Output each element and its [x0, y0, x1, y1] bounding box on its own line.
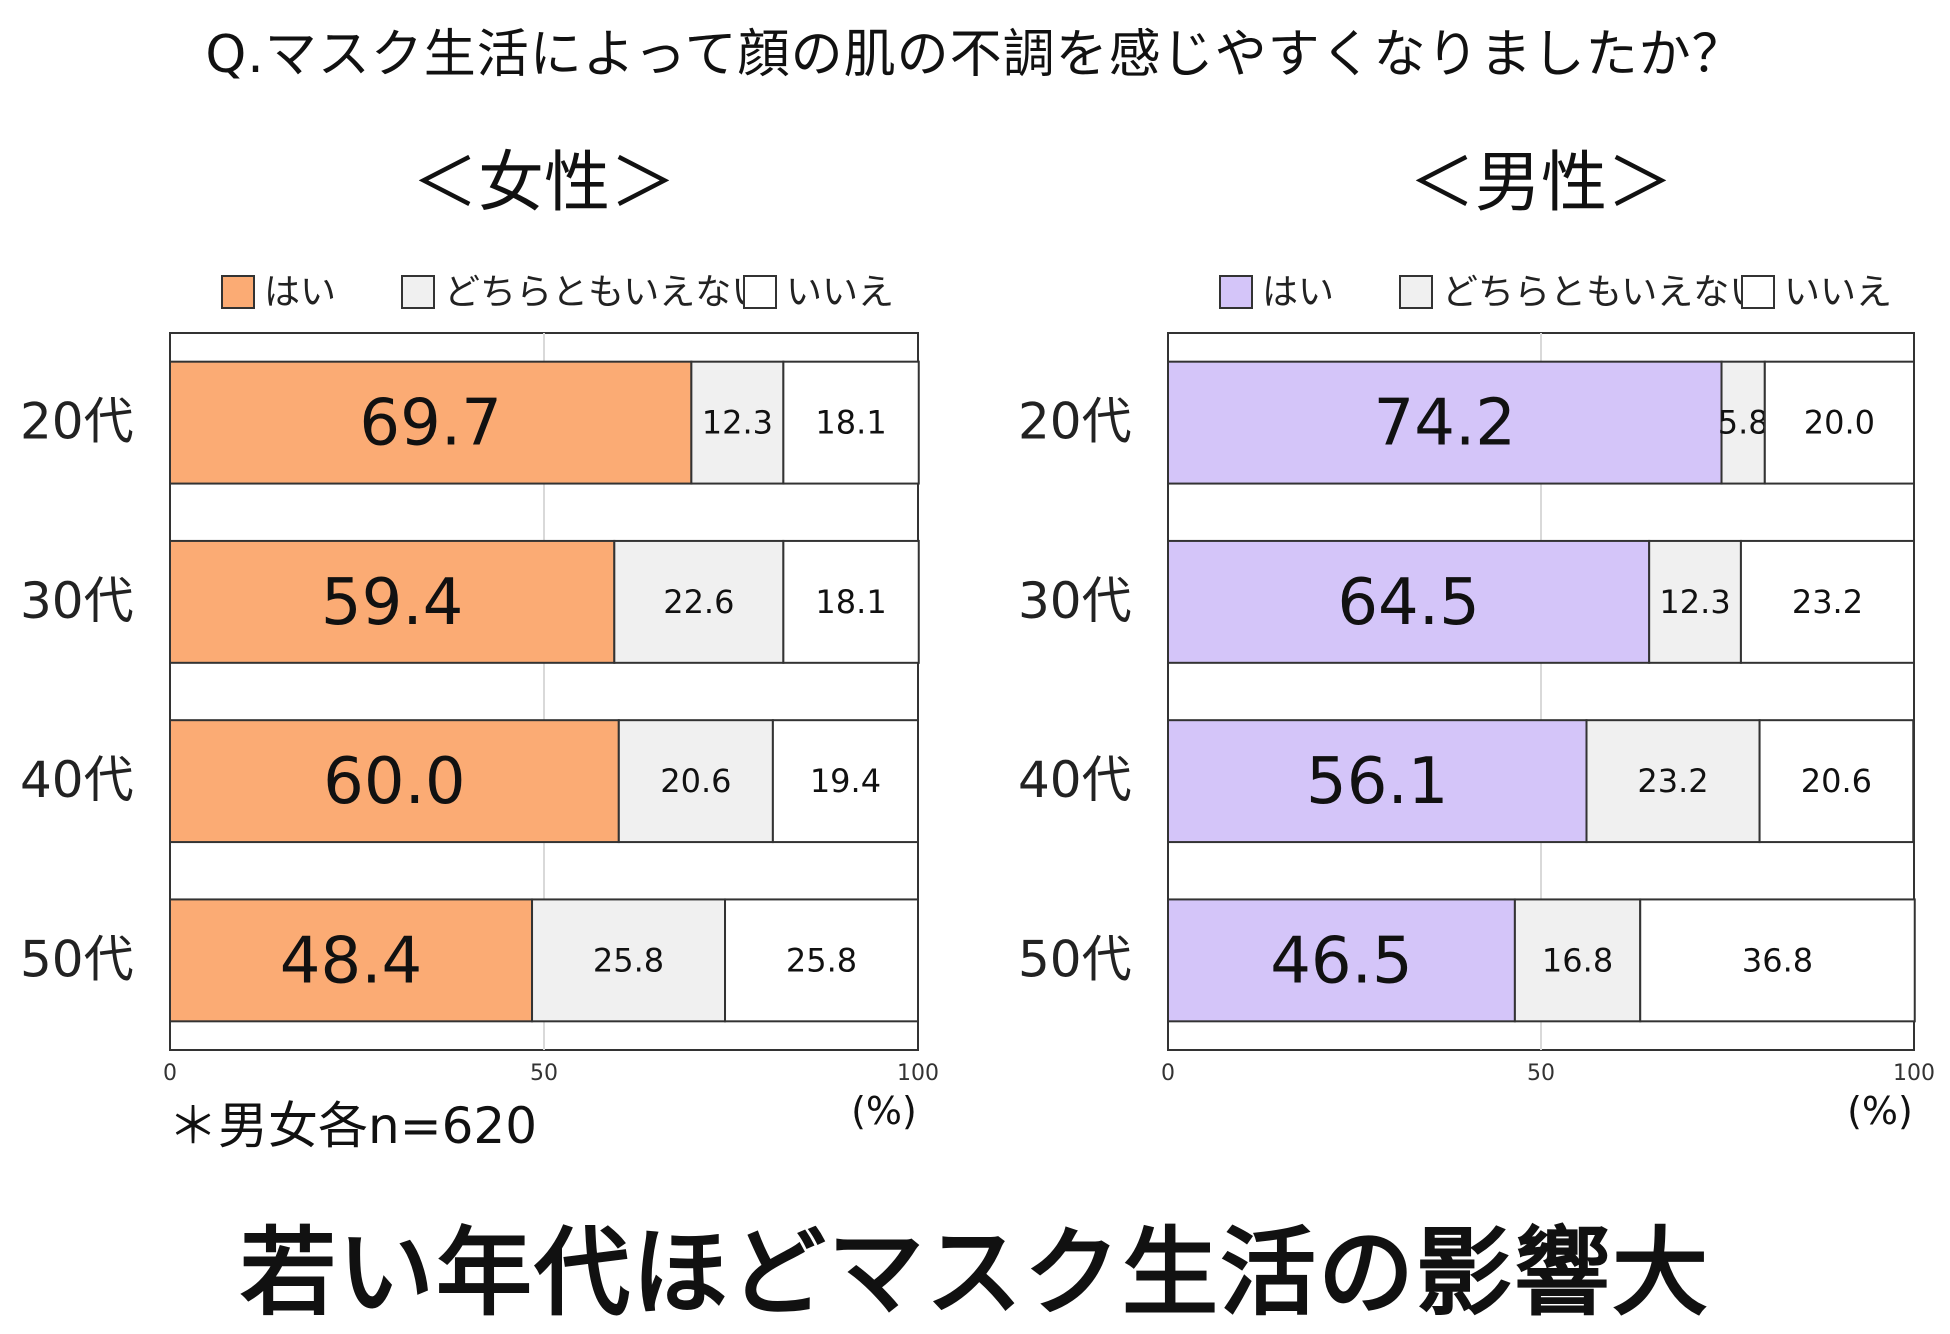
sample-size-note: ＊男女各n=620: [168, 1097, 538, 1155]
female-legend-label-3: いいえ: [786, 272, 894, 313]
male-unit-label: (%): [1847, 1089, 1913, 1133]
male-x-tick-50: 50: [1527, 1061, 1555, 1086]
female-x-tick-50: 50: [530, 1061, 558, 1086]
female-bar-3-seg-1: [169, 719, 620, 844]
male-x-tick-100: 100: [1893, 1061, 1935, 1086]
female-value-label-4-2: 25.8: [593, 941, 664, 979]
male-value-label-2-1: 64.5: [1337, 566, 1480, 640]
male-bar-2-seg-2: [1648, 539, 1742, 664]
male-chart: ＜男性＞ はい どちらともいえない いいえ 0 50 100 74.2 5.8 20.0 20代 64…: [1018, 144, 1935, 1133]
female-value-label-1-1: 69.7: [359, 387, 502, 461]
female-category-label-4: 50代: [20, 930, 134, 988]
female-bar-3-seg-2: [617, 719, 774, 844]
male-legend-label-1: はい: [1262, 272, 1334, 313]
female-chart: ＜女性＞ はい どちらともいえない いいえ 0 50 100 69.7 12.3 18.1 20代 5…: [20, 144, 939, 1133]
female-value-label-2-1: 59.4: [321, 566, 464, 640]
female-category-label-3: 40代: [20, 751, 134, 809]
male-bar-4-seg-3: [1639, 898, 1916, 1023]
male-bar-1-seg-1: [1167, 360, 1723, 485]
male-category-label-4: 50代: [1018, 930, 1132, 988]
female-bar-2-seg-3: [782, 539, 920, 664]
male-value-label-1-2: 5.8: [1718, 404, 1769, 442]
male-value-label-4-2: 16.8: [1542, 941, 1613, 979]
male-bar-1-seg-2: [1720, 360, 1766, 485]
female-bar-3-seg-3: [771, 719, 919, 844]
male-value-label-2-3: 23.2: [1792, 583, 1863, 621]
male-value-label-3-2: 23.2: [1637, 762, 1708, 800]
headline: 若い年代ほどマスク生活の影響大: [240, 1217, 1710, 1329]
male-value-label-4-1: 46.5: [1270, 924, 1413, 998]
female-value-label-2-3: 18.1: [815, 583, 886, 621]
male-bar-3-seg-3: [1758, 719, 1915, 844]
female-value-label-4-3: 25.8: [786, 941, 857, 979]
male-category-label-1: 20代: [1018, 393, 1132, 451]
female-bar-2-seg-1: [169, 539, 616, 664]
male-value-label-4-3: 36.8: [1742, 941, 1813, 979]
female-value-label-3-3: 19.4: [810, 762, 881, 800]
male-bar-4-seg-1: [1167, 898, 1516, 1023]
male-legend-swatch-1: [1219, 275, 1253, 309]
female-category-label-1: 20代: [20, 393, 134, 451]
female-legend-swatch-1: [221, 275, 255, 309]
male-bar-4-seg-2: [1513, 898, 1642, 1023]
female-value-label-3-2: 20.6: [660, 762, 731, 800]
survey-question: Q.マスク生活によって顔の肌の不調を感じやすくなりましたか？: [205, 25, 1745, 85]
female-bar-4-seg-3: [724, 898, 919, 1023]
male-bar-2-seg-1: [1167, 539, 1651, 664]
male-legend-label-2: どちらともいえない: [1442, 272, 1765, 313]
female-x-tick-100: 100: [897, 1061, 939, 1086]
female-bar-1-seg-2: [690, 360, 785, 485]
female-value-label-3-1: 60.0: [323, 745, 466, 819]
female-chart-title: ＜女性＞: [412, 144, 676, 221]
male-category-label-2: 30代: [1018, 572, 1132, 630]
male-bar-3-seg-2: [1585, 719, 1761, 844]
female-category-label-2: 30代: [20, 572, 134, 630]
male-value-label-1-1: 74.2: [1374, 387, 1517, 461]
female-bar-1-seg-1: [169, 360, 693, 485]
female-unit-label: (%): [851, 1089, 917, 1133]
female-legend-swatch-2: [401, 275, 435, 309]
male-value-label-1-3: 20.0: [1804, 404, 1875, 442]
male-chart-title: ＜男性＞: [1409, 144, 1673, 221]
female-legend-swatch-3: [743, 275, 777, 309]
female-legend-label-1: はい: [264, 272, 336, 313]
female-bar-1-seg-3: [782, 360, 920, 485]
male-bar-2-seg-3: [1739, 539, 1915, 664]
male-bar-3-seg-1: [1167, 719, 1588, 844]
female-value-label-2-2: 22.6: [663, 583, 734, 621]
male-legend-label-3: いいえ: [1784, 272, 1892, 313]
female-value-label-1-2: 12.3: [702, 404, 773, 442]
male-value-label-3-1: 56.1: [1306, 745, 1449, 819]
male-legend-swatch-3: [1741, 275, 1775, 309]
female-value-label-4-1: 48.4: [280, 924, 423, 998]
male-category-label-3: 40代: [1018, 751, 1132, 809]
male-value-label-3-3: 20.6: [1801, 762, 1872, 800]
female-legend-label-2: どちらともいえない: [444, 272, 767, 313]
female-value-label-1-3: 18.1: [815, 404, 886, 442]
male-legend-swatch-2: [1399, 275, 1433, 309]
male-value-label-2-2: 12.3: [1659, 583, 1730, 621]
male-bar-1-seg-3: [1763, 360, 1916, 485]
female-x-tick-0: 0: [163, 1061, 177, 1086]
male-x-tick-0: 0: [1161, 1061, 1175, 1086]
